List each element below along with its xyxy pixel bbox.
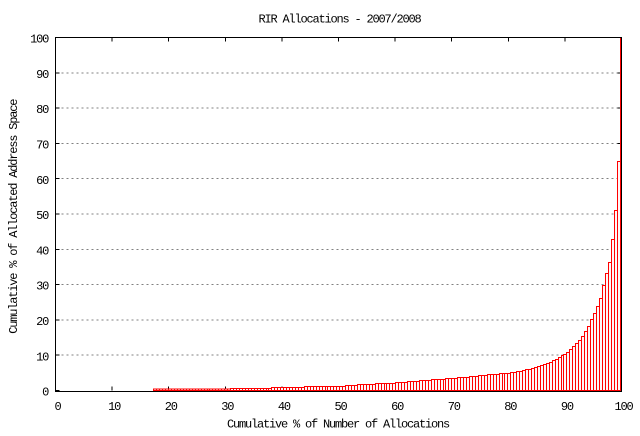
svg-text:60: 60 bbox=[391, 400, 404, 414]
svg-text:60: 60 bbox=[36, 174, 49, 188]
svg-text:70: 70 bbox=[448, 400, 461, 414]
svg-text:80: 80 bbox=[36, 103, 49, 117]
svg-text:50: 50 bbox=[334, 400, 347, 414]
svg-text:Cumulative % of Allocated Addr: Cumulative % of Allocated Address Space bbox=[7, 99, 21, 334]
svg-text:90: 90 bbox=[36, 68, 49, 82]
svg-text:20: 20 bbox=[36, 315, 49, 329]
svg-text:20: 20 bbox=[165, 400, 178, 414]
svg-text:RIR Allocations - 2007/2008: RIR Allocations - 2007/2008 bbox=[258, 12, 421, 26]
svg-text:0: 0 bbox=[54, 400, 61, 414]
svg-text:10: 10 bbox=[36, 350, 49, 364]
svg-text:40: 40 bbox=[36, 244, 49, 258]
svg-text:70: 70 bbox=[36, 139, 49, 153]
svg-text:40: 40 bbox=[278, 400, 291, 414]
svg-text:30: 30 bbox=[36, 280, 49, 294]
svg-text:100: 100 bbox=[30, 33, 49, 47]
svg-text:100: 100 bbox=[614, 400, 633, 414]
svg-text:10: 10 bbox=[108, 400, 121, 414]
svg-text:Cumulative % of Number of Allo: Cumulative % of Number of Allocations bbox=[227, 418, 450, 432]
svg-text:90: 90 bbox=[561, 400, 574, 414]
svg-text:0: 0 bbox=[42, 386, 49, 400]
svg-text:80: 80 bbox=[504, 400, 517, 414]
svg-text:30: 30 bbox=[221, 400, 234, 414]
svg-text:50: 50 bbox=[36, 209, 49, 223]
